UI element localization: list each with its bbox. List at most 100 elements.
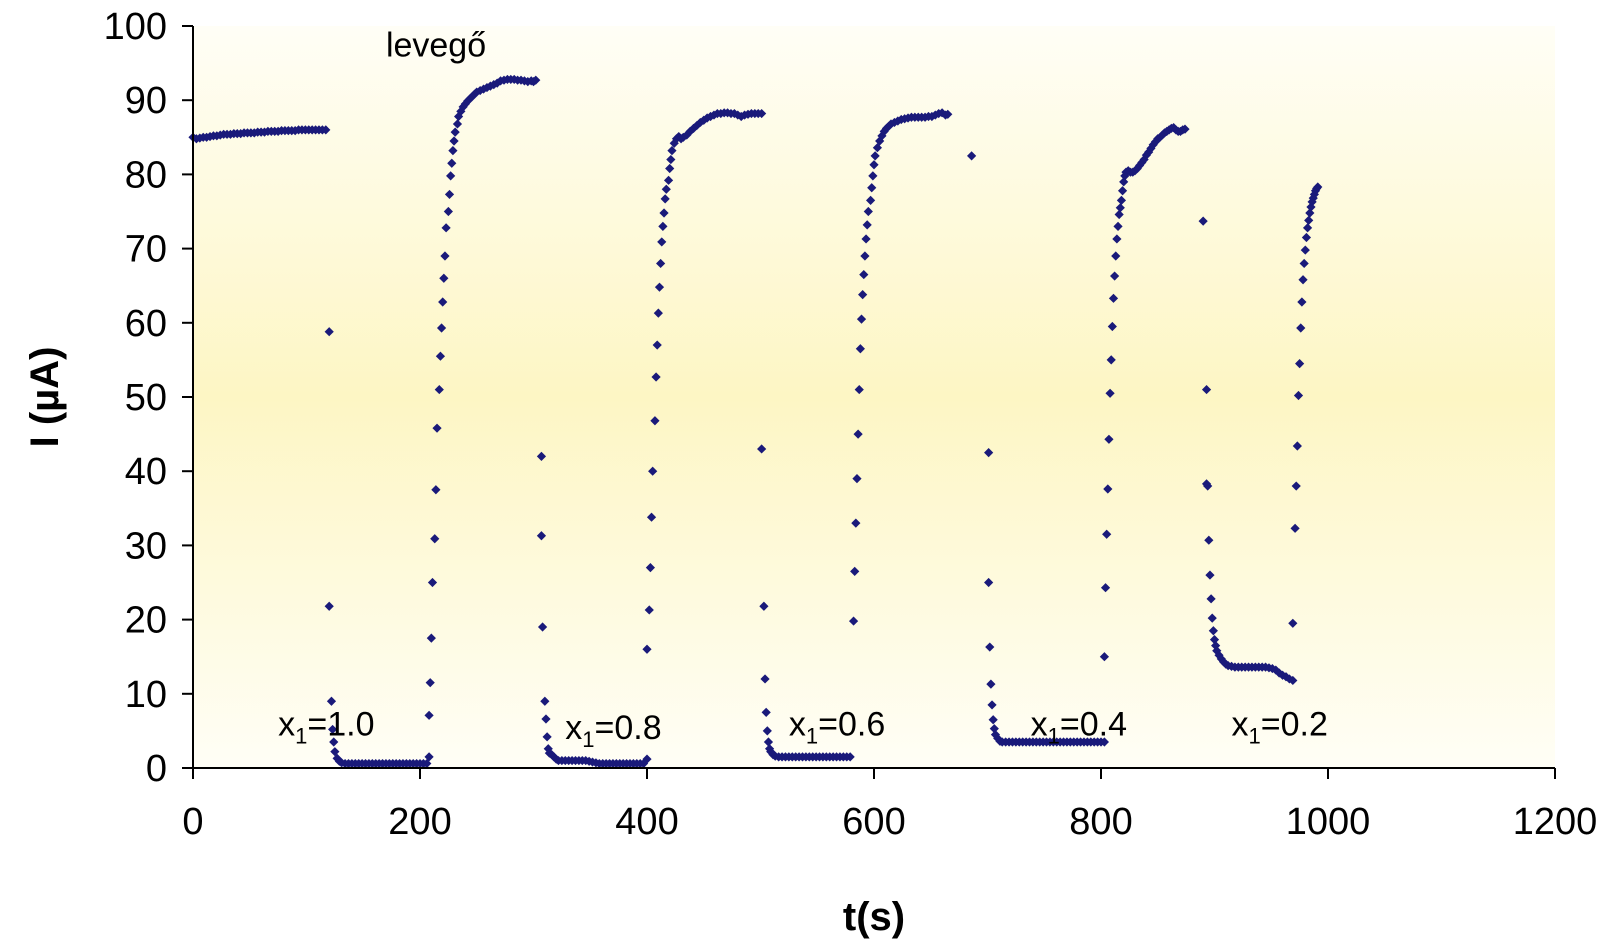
data-point [705, 111, 716, 122]
data-point [431, 485, 441, 495]
data-point [1201, 384, 1212, 395]
data-point [453, 111, 464, 122]
data-point [1288, 618, 1298, 628]
y-tick-label: 80 [125, 154, 167, 196]
annotation-value: =0.2 [1261, 705, 1328, 743]
data-point [1203, 481, 1213, 491]
data-point [682, 130, 692, 140]
data-point [869, 160, 879, 170]
data-point [848, 616, 859, 626]
data-point [1112, 234, 1122, 244]
data-point [666, 154, 676, 165]
data-point [430, 534, 440, 544]
data-point [861, 234, 871, 244]
data-point [658, 221, 668, 231]
data-point [657, 237, 667, 247]
y-tick-label: 100 [104, 6, 167, 48]
data-point [321, 125, 331, 135]
data-point [329, 737, 339, 747]
data-point [1102, 529, 1112, 539]
annotation-base: x [1031, 705, 1048, 743]
data-point [1111, 251, 1121, 261]
data-point [930, 110, 940, 120]
data-point [870, 151, 880, 161]
data-point [1105, 388, 1115, 398]
data-point [326, 696, 337, 706]
data-point [1117, 186, 1128, 196]
data-point [324, 327, 334, 337]
data-point [1300, 245, 1310, 255]
annotation: x1=0.4 [1031, 705, 1127, 748]
data-point [937, 108, 947, 118]
data-point [669, 138, 679, 148]
data-point [865, 195, 876, 205]
data-point [536, 451, 547, 461]
data-point [1211, 640, 1221, 651]
x-tick-label: 1200 [1513, 801, 1598, 843]
annotation-base: x [565, 709, 582, 747]
data-point [736, 111, 746, 122]
data-point [424, 710, 434, 720]
data-point [762, 726, 772, 736]
data-point [435, 351, 446, 361]
y-tick-label: 40 [125, 451, 167, 493]
data-point [927, 111, 937, 122]
data-point [1292, 441, 1302, 451]
data-point [426, 633, 436, 643]
y-tick-label: 0 [146, 748, 167, 790]
annotation-value: =0.8 [595, 709, 662, 747]
data-point [540, 696, 550, 706]
annotation-value: =1.0 [307, 705, 374, 743]
data-point [645, 563, 656, 573]
data-point [432, 423, 442, 433]
data-point [1100, 583, 1111, 593]
data-point [763, 737, 774, 747]
data-point [1212, 646, 1222, 656]
data-point [1304, 215, 1314, 226]
data-point [1302, 223, 1313, 233]
data-point [652, 340, 662, 350]
data-point [1297, 297, 1307, 307]
data-point [460, 99, 470, 109]
data-point [853, 429, 863, 439]
annotation: levegő [386, 27, 486, 65]
data-point [489, 80, 499, 90]
annotation: x1=0.2 [1232, 705, 1328, 748]
x-tick-label: 200 [388, 801, 451, 843]
annotation-base: x [1232, 705, 1249, 743]
data-point [441, 223, 451, 233]
data-point [859, 269, 869, 280]
data-point [448, 146, 458, 156]
data-point [1198, 216, 1208, 226]
data-point [1290, 523, 1300, 533]
data-point [1274, 668, 1284, 678]
data-point [1150, 137, 1161, 147]
data-point [1115, 203, 1125, 213]
data-point [667, 146, 677, 156]
data-point [332, 753, 342, 763]
data-point [659, 208, 669, 218]
data-point [688, 123, 699, 133]
data-point [446, 171, 456, 181]
data-point [759, 601, 769, 611]
annotation-subscript: 1 [582, 727, 594, 752]
data-point [988, 715, 998, 725]
data-points [188, 74, 1323, 769]
data-point [1119, 177, 1129, 187]
data-point [757, 108, 767, 119]
data-point [1208, 626, 1218, 636]
data-point [1114, 209, 1124, 220]
data-point [427, 577, 438, 588]
data-point [757, 444, 767, 454]
axes [182, 25, 1556, 779]
data-point [438, 297, 448, 307]
data-point [729, 108, 739, 119]
data-point [475, 85, 485, 96]
data-point [943, 109, 953, 119]
data-point [1299, 258, 1309, 269]
x-tick-label: 600 [842, 801, 905, 843]
data-point [868, 171, 878, 181]
plot-background [193, 26, 1555, 768]
data-point [850, 566, 860, 576]
